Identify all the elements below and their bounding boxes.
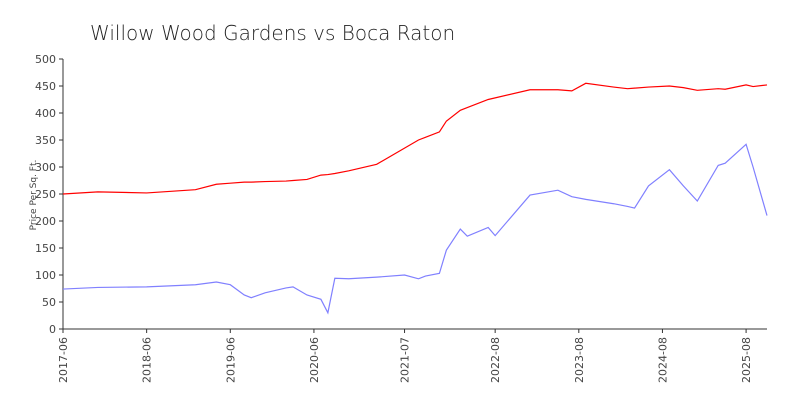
x-tick-label: 2019-06 [224,337,237,383]
x-tick-label: 2017-06 [57,337,70,383]
x-tick-label: 2021-07 [399,337,412,383]
x-tick-label: 2018-06 [141,337,154,383]
x-tick-label: 2022-08 [489,337,502,383]
y-tick-label: 300 [35,161,56,174]
series-line [62,143,768,315]
y-tick-label: 500 [35,53,56,66]
y-tick-label: 0 [49,323,56,336]
y-tick-label: 200 [35,215,56,228]
y-axis-label: Price Per Sq. Ft. [29,160,39,231]
x-tick-label: 2024-08 [656,337,669,383]
chart-title: Willow Wood Gardens vs Boca Raton [90,21,455,45]
y-tick-label: 50 [42,296,56,309]
y-tick-label: 350 [35,134,56,147]
x-tick-label: 2020-06 [308,337,321,383]
y-tick-label: 250 [35,188,56,201]
y-tick-label: 150 [35,242,56,255]
x-tick-label: 2023-08 [573,337,586,383]
series-line [62,82,768,195]
x-tick-label: 2025-08 [740,337,753,383]
y-tick-label: 450 [35,80,56,93]
y-tick-label: 400 [35,107,56,120]
y-tick-label: 100 [35,269,56,282]
